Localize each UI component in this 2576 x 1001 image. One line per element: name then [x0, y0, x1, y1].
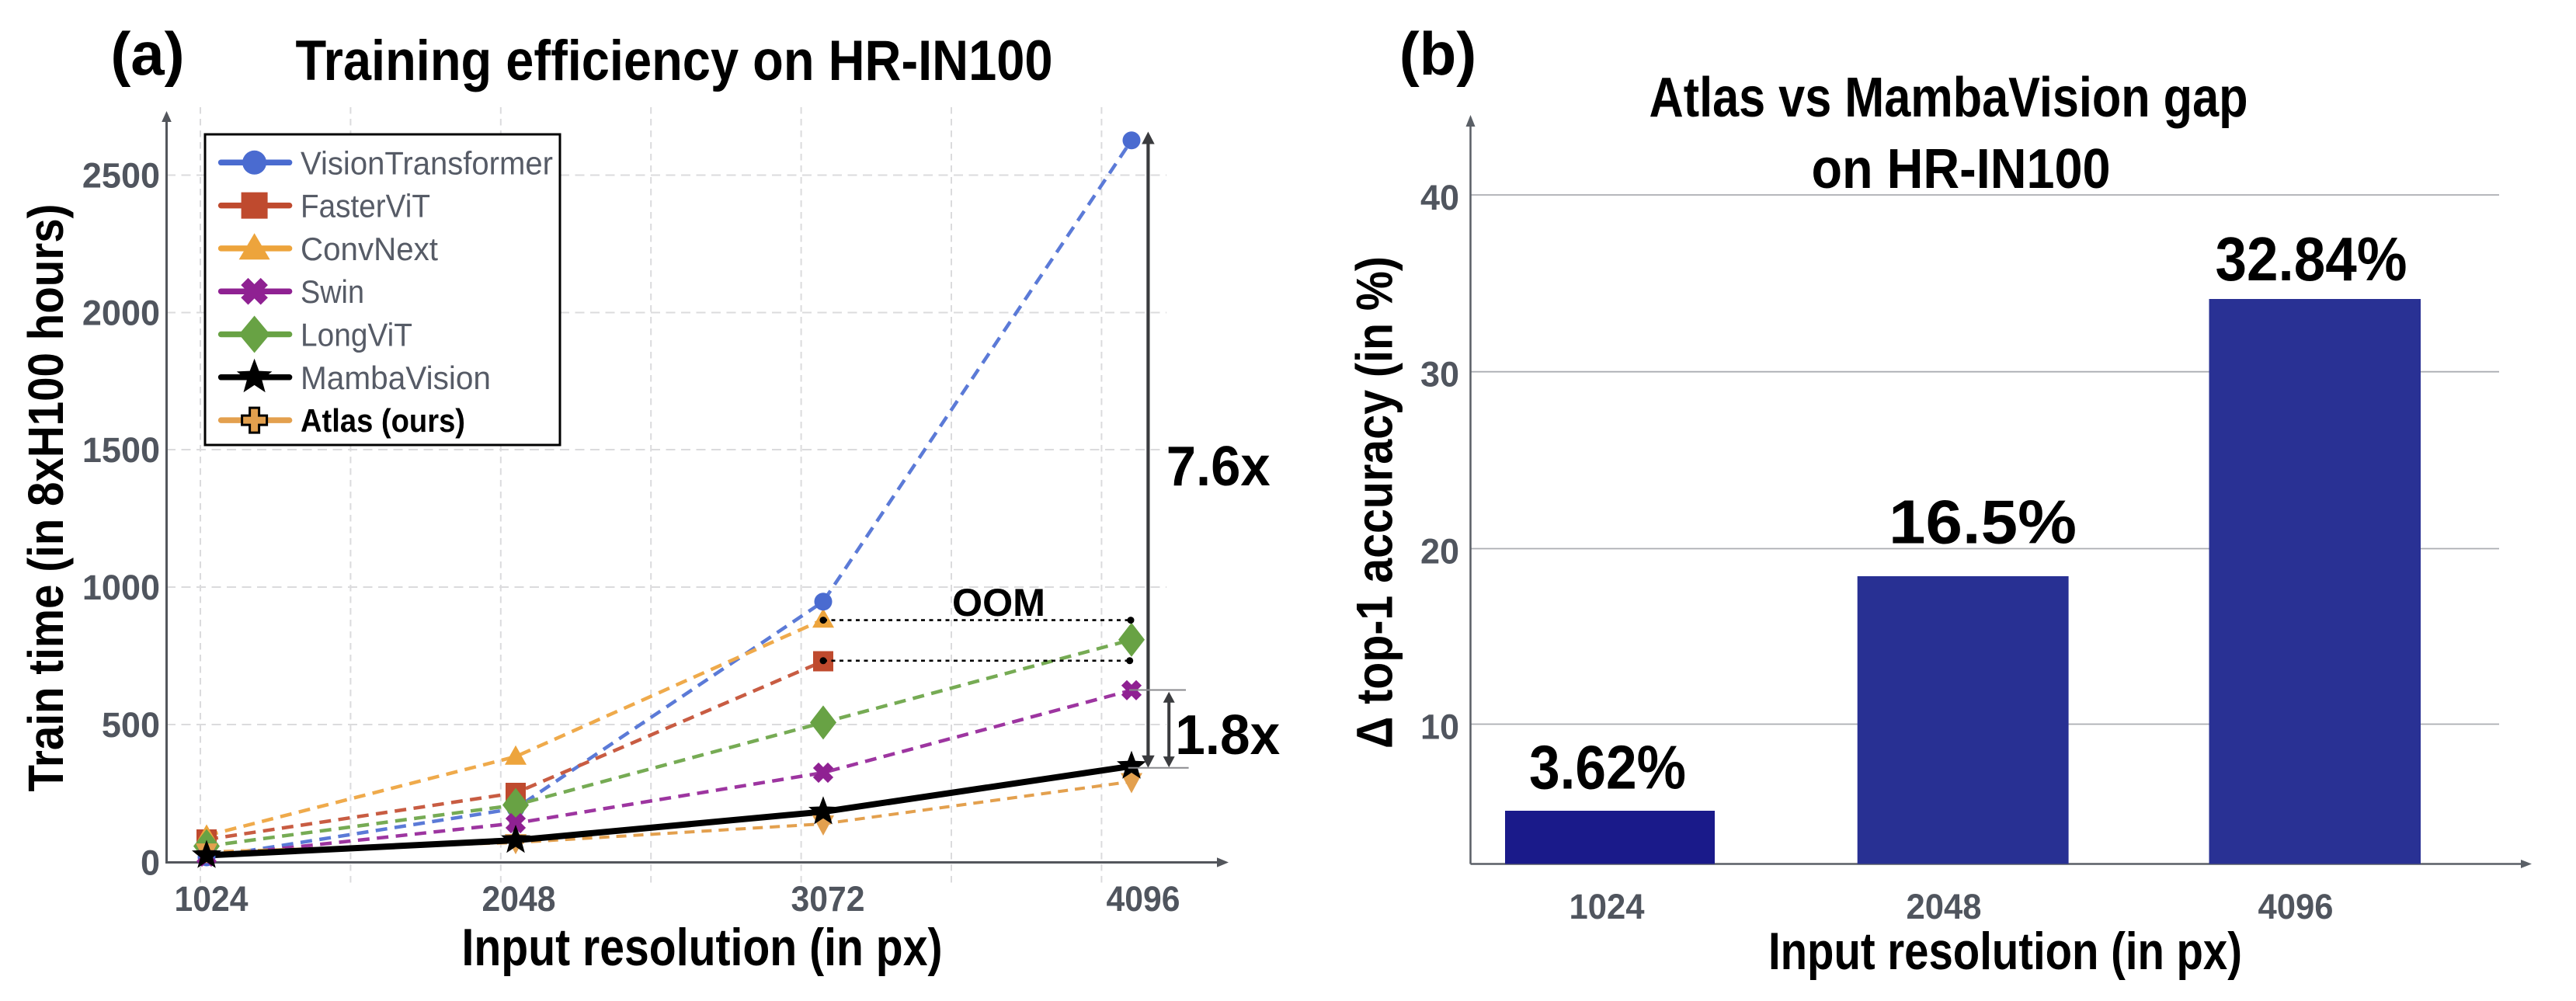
svg-text:LongViT: LongViT — [301, 317, 412, 353]
svg-text:Atlas (ours): Atlas (ours) — [301, 402, 465, 439]
svg-text:32.84%: 32.84% — [2216, 224, 2407, 294]
svg-text:Training efficiency on HR-IN10: Training efficiency on HR-IN100 — [296, 30, 1053, 92]
svg-text:2048: 2048 — [1907, 887, 1982, 926]
svg-text:(b): (b) — [1399, 19, 1477, 88]
svg-text:FasterViT: FasterViT — [301, 188, 430, 224]
svg-text:1000: 1000 — [82, 568, 160, 607]
svg-text:1500: 1500 — [82, 430, 160, 470]
svg-text:OOM: OOM — [952, 581, 1045, 624]
svg-text:Atlas vs MambaVision gap: Atlas vs MambaVision gap — [1650, 67, 2248, 129]
svg-text:7.6x: 7.6x — [1166, 436, 1271, 498]
svg-text:30: 30 — [1420, 355, 1459, 394]
svg-text:Δ top-1 accuracy (in %): Δ top-1 accuracy (in %) — [1346, 256, 1403, 749]
svg-text:1.8x: 1.8x — [1175, 704, 1280, 766]
svg-text:0: 0 — [141, 843, 160, 883]
svg-text:Train time (in 8xH100 hours): Train time (in 8xH100 hours) — [18, 204, 74, 792]
svg-text:Input resolution (in px): Input resolution (in px) — [462, 918, 943, 977]
svg-text:20: 20 — [1420, 532, 1459, 572]
svg-text:1024: 1024 — [175, 879, 249, 919]
svg-text:2000: 2000 — [82, 294, 160, 333]
svg-text:3.62%: 3.62% — [1529, 733, 1686, 802]
svg-text:2500: 2500 — [82, 156, 160, 196]
svg-text:VisionTransformer: VisionTransformer — [301, 144, 553, 181]
svg-text:ConvNext: ConvNext — [301, 231, 438, 267]
svg-text:500: 500 — [102, 705, 160, 745]
svg-text:1024: 1024 — [1570, 887, 1645, 926]
svg-text:Swin: Swin — [301, 273, 364, 310]
svg-text:16.5%: 16.5% — [1889, 488, 2077, 557]
svg-text:(a): (a) — [110, 19, 184, 88]
svg-text:4096: 4096 — [1107, 879, 1180, 919]
svg-text:3072: 3072 — [791, 879, 865, 919]
svg-text:on HR-IN100: on HR-IN100 — [1812, 138, 2111, 200]
svg-text:MambaVision: MambaVision — [301, 360, 491, 396]
svg-text:2048: 2048 — [482, 879, 556, 919]
svg-text:40: 40 — [1420, 178, 1459, 217]
svg-text:4096: 4096 — [2258, 887, 2334, 926]
svg-text:Input resolution (in px): Input resolution (in px) — [1768, 922, 2242, 981]
svg-text:10: 10 — [1420, 707, 1459, 747]
